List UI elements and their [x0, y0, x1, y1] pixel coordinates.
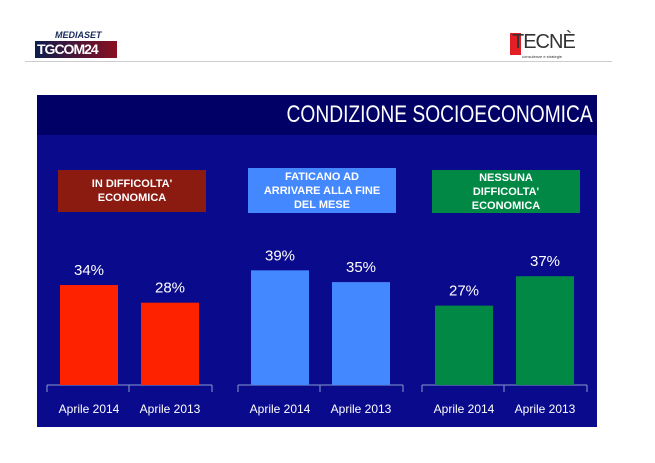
- bar: [141, 302, 199, 385]
- chart-panel: CONDIZIONE SOCIOECONOMICA IN DIFFICOLTA'…: [37, 95, 597, 427]
- x-tick-label: Aprile 2014: [59, 402, 120, 416]
- bar: [435, 305, 493, 385]
- bar: [60, 285, 118, 385]
- chart-title: CONDIZIONE SOCIOECONOMICA: [286, 101, 593, 128]
- data-label: 34%: [74, 262, 104, 279]
- tgcom-text: TGCOM24: [35, 41, 117, 58]
- category-label-difficolta: IN DIFFICOLTA' ECONOMICA: [58, 170, 206, 212]
- x-tick-label: Aprile 2013: [140, 402, 201, 416]
- title-band: CONDIZIONE SOCIOECONOMICA: [37, 95, 597, 135]
- bar: [332, 282, 390, 385]
- x-tick-label: Aprile 2013: [331, 402, 392, 416]
- data-label: 37%: [530, 253, 560, 270]
- bar-chart: 34% Aprile 2014 28% Aprile 2013 39% Aprile 20…: [46, 247, 588, 416]
- tecne-red-box: [510, 33, 521, 55]
- x-tick-label: Aprile 2013: [515, 402, 576, 416]
- data-label: 35%: [346, 259, 376, 276]
- mediaset-text: MEDIASET: [55, 30, 102, 40]
- data-label: 27%: [449, 283, 479, 300]
- x-tick-label: Aprile 2014: [434, 402, 495, 416]
- category-label-nessuna: NESSUNA DIFFICOLTA' ECONOMICA: [432, 170, 580, 213]
- bar: [251, 270, 309, 385]
- x-tick-label: Aprile 2014: [250, 402, 311, 416]
- tecne-subtitle: consulenze e strategie: [522, 54, 563, 59]
- category-label-faticano: FATICANO AD ARRIVARE ALLA FINE DEL MESE: [248, 168, 396, 213]
- data-label: 39%: [265, 247, 295, 264]
- divider: [25, 61, 612, 62]
- bar: [516, 276, 574, 385]
- tecne-text: TECNÈ: [512, 31, 576, 53]
- data-label: 28%: [155, 280, 185, 297]
